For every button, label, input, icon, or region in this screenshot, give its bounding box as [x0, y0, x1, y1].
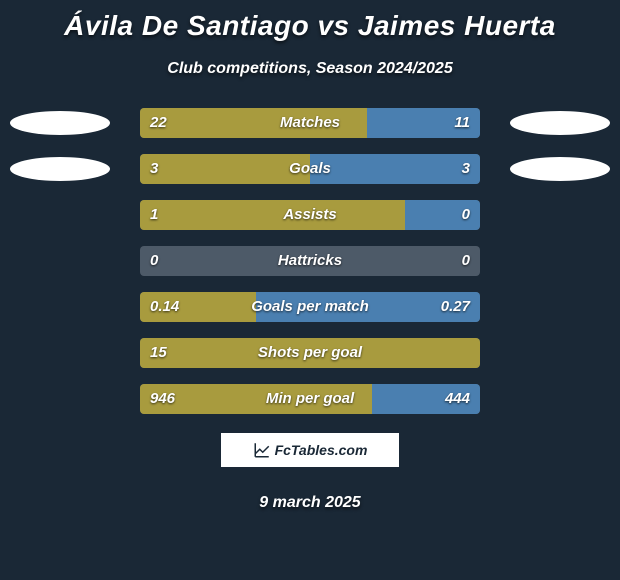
- brand-label: FcTables.com: [275, 442, 368, 458]
- brand-badge[interactable]: FcTables.com: [220, 432, 400, 468]
- bar-track: 10Assists: [140, 200, 480, 230]
- value-right: 0.27: [431, 292, 480, 322]
- page-title: Ávila De Santiago vs Jaimes Huerta: [0, 0, 620, 42]
- bar-track: 2211Matches: [140, 108, 480, 138]
- value-left: 946: [140, 384, 185, 414]
- comparison-chart: 2211Matches33Goals10Assists00Hattricks0.…: [0, 108, 620, 414]
- value-left: 22: [140, 108, 177, 138]
- stat-row: 33Goals: [0, 154, 620, 184]
- bar-track: 0.140.27Goals per match: [140, 292, 480, 322]
- value-left: 15: [140, 338, 177, 368]
- bar-track: 946444Min per goal: [140, 384, 480, 414]
- value-left: 1: [140, 200, 168, 230]
- stat-row: 15Shots per goal: [0, 338, 620, 368]
- player-photo-left: [10, 111, 110, 135]
- bar-track: 15Shots per goal: [140, 338, 480, 368]
- stat-label: Hattricks: [140, 246, 480, 276]
- value-right: 0: [452, 246, 480, 276]
- value-right: 3: [452, 154, 480, 184]
- page-subtitle: Club competitions, Season 2024/2025: [0, 60, 620, 78]
- value-right: 0: [452, 200, 480, 230]
- bar-track: 33Goals: [140, 154, 480, 184]
- value-left: 0.14: [140, 292, 189, 322]
- stat-row: 2211Matches: [0, 108, 620, 138]
- player-photo-right: [510, 157, 610, 181]
- value-left: 3: [140, 154, 168, 184]
- bar-left: [140, 338, 480, 368]
- player-photo-right: [510, 111, 610, 135]
- stat-row: 0.140.27Goals per match: [0, 292, 620, 322]
- bar-track: 0 0Hattricks: [140, 246, 480, 276]
- value-right: [460, 338, 480, 368]
- player-photo-left: [10, 157, 110, 181]
- stat-row: 10Assists: [0, 200, 620, 230]
- value-right: 444: [435, 384, 480, 414]
- date-label: 9 march 2025: [0, 494, 620, 512]
- value-left: 0: [140, 246, 168, 276]
- chart-icon: [253, 441, 271, 459]
- stat-row: 0 0Hattricks: [0, 246, 620, 276]
- bar-left: [140, 200, 405, 230]
- value-right: 11: [444, 108, 480, 138]
- stat-row: 946444Min per goal: [0, 384, 620, 414]
